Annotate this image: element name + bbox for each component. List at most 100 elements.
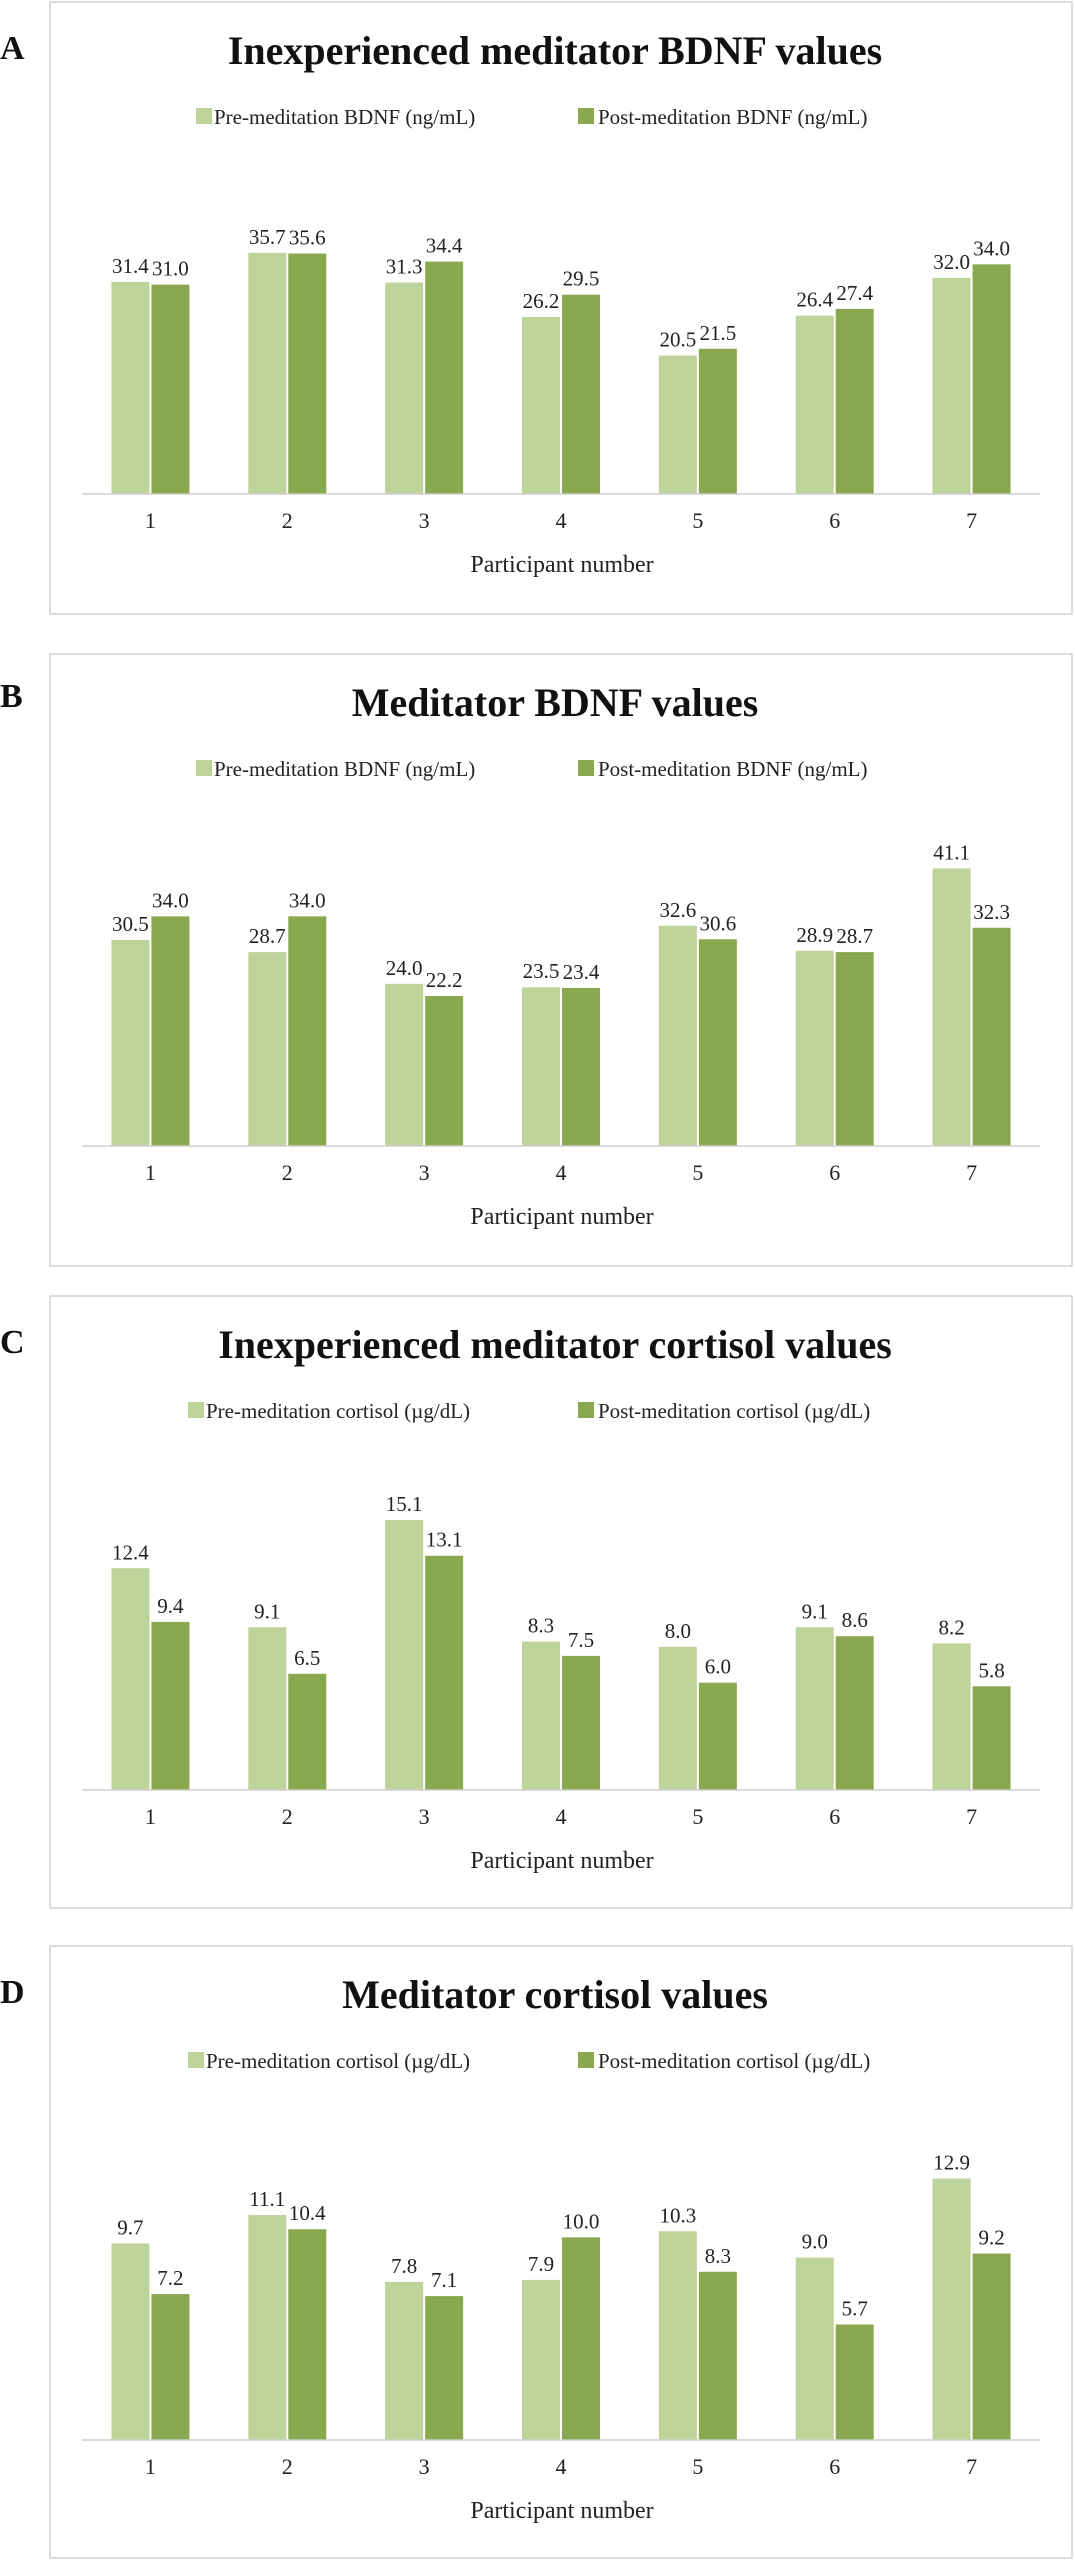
data-label: 26.4: [796, 288, 833, 312]
data-label: 5.7: [842, 2296, 868, 2320]
x-tick-label: 5: [692, 2454, 703, 2479]
x-tick-label: 5: [692, 1160, 703, 1185]
chart-panel-c: C Inexperienced meditator cortisol value…: [0, 1294, 1075, 1914]
panel-letter: A: [0, 30, 25, 67]
legend: Pre-meditation cortisol (µg/dL) Post-med…: [188, 2049, 870, 2073]
bar-pre: [795, 315, 834, 494]
legend-swatch-post: [578, 108, 594, 124]
bar-pre: [658, 355, 697, 494]
data-label: 28.7: [836, 924, 873, 948]
bar-pre: [111, 1568, 150, 1790]
bar-pre: [111, 2243, 150, 2440]
data-label: 7.8: [391, 2254, 417, 2278]
data-label: 41.1: [933, 840, 970, 864]
data-label: 9.7: [117, 2215, 143, 2239]
chart-title: Inexperienced meditator BDNF values: [228, 28, 882, 73]
data-label: 31.3: [386, 255, 423, 279]
x-tick-label: 5: [692, 1804, 703, 1829]
data-label: 31.0: [152, 257, 189, 281]
data-label: 28.9: [796, 923, 833, 947]
data-label: 29.5: [563, 267, 600, 291]
plot-area: 9.7 7.2 1 11.110.4 2 7.8 7.1 3 7.9 10.0 4 10.3 8.3 5 9…: [111, 2151, 1011, 2479]
data-label: 9.2: [978, 2226, 1004, 2250]
bar-pre: [795, 950, 834, 1146]
data-label: 7.2: [157, 2266, 183, 2290]
x-tick-label: 1: [145, 2454, 156, 2479]
bar-post: [425, 261, 464, 494]
data-label: 6.5: [294, 1646, 320, 1670]
data-label: 7.9: [528, 2252, 554, 2276]
data-label: 11.1: [249, 2187, 285, 2211]
x-tick-label: 7: [966, 1804, 977, 1829]
legend-label-pre: Pre-meditation BDNF (ng/mL): [214, 757, 475, 781]
chart-title: Meditator cortisol values: [342, 1972, 768, 2017]
x-tick-label: 6: [829, 508, 840, 533]
legend-swatch-post: [578, 2052, 594, 2068]
data-label: 13.1: [426, 1528, 463, 1552]
bar-post: [698, 348, 737, 494]
bar-post: [835, 308, 874, 494]
bar-pre: [248, 952, 287, 1146]
x-tick-label: 2: [282, 1160, 293, 1185]
legend-label-post: Post-meditation cortisol (µg/dL): [598, 1399, 870, 1423]
data-label: 20.5: [659, 328, 696, 352]
bar-pre: [932, 868, 971, 1146]
data-label: 30.5: [112, 912, 149, 936]
x-tick-label: 2: [282, 508, 293, 533]
x-tick-label: 1: [145, 1160, 156, 1185]
bar-pre: [111, 281, 150, 494]
chart-frame: [49, 653, 1073, 1267]
bar-pre: [385, 1519, 424, 1790]
x-tick-label: 7: [966, 508, 977, 533]
bar-post: [288, 1673, 327, 1790]
data-label: 34.4: [426, 234, 463, 258]
data-label: 28.7: [249, 924, 286, 948]
panel-letter: D: [0, 1974, 25, 2011]
x-tick-label: 3: [419, 2454, 430, 2479]
x-tick-label: 6: [829, 2454, 840, 2479]
x-tick-label: 5: [692, 508, 703, 533]
data-label: 8.2: [938, 1615, 964, 1639]
data-label: 24.0: [386, 956, 423, 980]
x-tick-label: 6: [829, 1804, 840, 1829]
x-tick-label: 2: [282, 1804, 293, 1829]
bar-pre: [522, 2279, 560, 2440]
x-tick-label: 2: [282, 2454, 293, 2479]
bar-post: [972, 264, 1011, 494]
legend-label-post: Post-meditation BDNF (ng/mL): [598, 105, 868, 129]
data-label: 9.4: [157, 1594, 184, 1618]
bar-post: [288, 2229, 327, 2440]
data-label: 12.9: [933, 2151, 970, 2175]
bar-post: [151, 1621, 190, 1790]
bar-post: [698, 1682, 737, 1790]
bar-pre: [795, 2257, 834, 2440]
x-tick-label: 3: [419, 508, 430, 533]
data-label: 34.0: [152, 888, 189, 912]
bar-pre: [385, 2281, 424, 2440]
legend-swatch-pre: [188, 1402, 204, 1418]
bar-pre: [658, 1646, 697, 1790]
x-tick-label: 3: [419, 1804, 430, 1829]
bar-post: [698, 2271, 737, 2440]
legend-label-pre: Pre-meditation cortisol (µg/dL): [206, 1399, 470, 1423]
chart-svg: Inexperienced meditator BDNF values Pre-…: [49, 1, 1073, 615]
bar-pre: [522, 987, 560, 1146]
bar-pre: [522, 317, 560, 494]
legend-swatch-post: [578, 760, 594, 776]
data-label: 9.1: [254, 1599, 280, 1623]
data-label: 8.3: [705, 2244, 731, 2268]
bar-post: [972, 927, 1011, 1146]
data-label: 7.1: [431, 2268, 457, 2292]
panel-letter: C: [0, 1324, 25, 1361]
bar-post: [288, 916, 327, 1146]
chart-panel-b: B Meditator BDNF values Pre-meditation B…: [0, 648, 1075, 1268]
bar-pre: [111, 939, 150, 1146]
data-label: 7.5: [568, 1628, 594, 1652]
data-label: 10.3: [659, 2203, 696, 2227]
bar-pre: [932, 1643, 971, 1790]
bar-post: [835, 952, 874, 1146]
panel-letter: B: [0, 678, 23, 715]
data-label: 9.0: [802, 2230, 828, 2254]
x-tick-label: 4: [556, 1160, 567, 1185]
chart-panel-d: D Meditator cortisol values Pre-meditati…: [0, 1944, 1075, 2564]
